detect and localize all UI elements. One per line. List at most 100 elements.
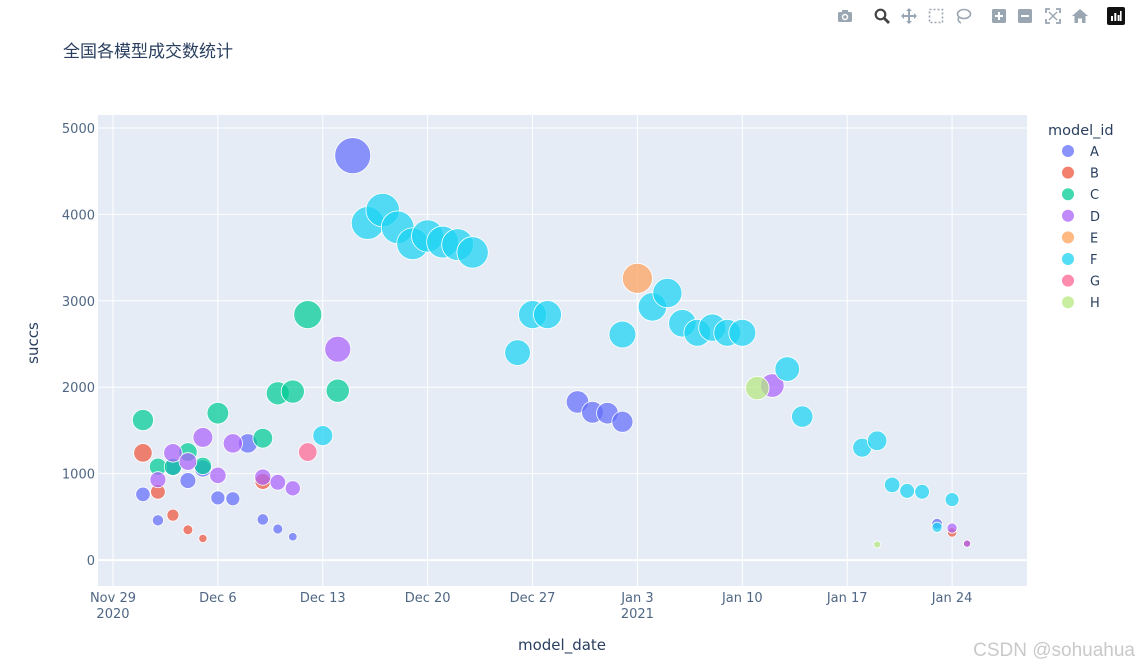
data-point-F[interactable] xyxy=(914,484,930,500)
legend-item-G[interactable]: G xyxy=(1062,274,1100,290)
legend-label: B xyxy=(1090,167,1099,182)
data-point-F[interactable] xyxy=(652,278,683,309)
legend-item-F[interactable]: F xyxy=(1062,253,1097,268)
data-point-B[interactable] xyxy=(133,443,153,463)
y-tick-label: 3000 xyxy=(62,295,95,310)
y-axis-title: succs xyxy=(24,322,42,364)
data-point-D[interactable] xyxy=(254,468,272,486)
series-H xyxy=(745,375,882,549)
data-point-C[interactable] xyxy=(280,379,305,404)
chart-title: 全国各模型成交数统计 xyxy=(63,42,233,62)
data-point-F[interactable] xyxy=(931,521,943,533)
data-point-C[interactable] xyxy=(325,378,350,403)
data-point-F[interactable] xyxy=(866,430,888,451)
data-point-B[interactable] xyxy=(166,508,180,522)
autoscale-icon xyxy=(1045,8,1061,24)
reset-axes-icon xyxy=(1072,9,1088,23)
data-point-D[interactable] xyxy=(163,443,183,463)
data-point-C[interactable] xyxy=(293,300,323,330)
data-point-F[interactable] xyxy=(728,318,757,347)
data-point-A[interactable] xyxy=(334,137,372,175)
data-point-A[interactable] xyxy=(179,472,197,489)
y-tick-label: 5000 xyxy=(62,122,95,137)
plot-area[interactable] xyxy=(98,115,1027,586)
x-tick-label: Jan 24 xyxy=(931,591,973,606)
legend-marker xyxy=(1062,209,1074,222)
data-point-A[interactable] xyxy=(256,513,269,526)
x-tick-label: Nov 29 xyxy=(90,591,136,606)
autoscale-button[interactable] xyxy=(1042,4,1064,28)
data-point-A[interactable] xyxy=(288,532,298,542)
series-F xyxy=(312,192,960,533)
data-point-F[interactable] xyxy=(944,492,960,507)
data-point-D[interactable] xyxy=(178,452,198,471)
data-point-F[interactable] xyxy=(608,320,637,349)
x-tick-label: Jan 3 xyxy=(620,591,653,606)
data-point-E[interactable] xyxy=(621,262,653,294)
data-point-A[interactable] xyxy=(151,514,164,527)
data-point-C[interactable] xyxy=(131,409,154,432)
data-point-B[interactable] xyxy=(198,533,208,544)
x-tick-year-label: 2021 xyxy=(621,607,654,622)
data-point-B[interactable] xyxy=(182,524,194,536)
x-tick-year-label: 2020 xyxy=(96,607,129,622)
box-select-button[interactable] xyxy=(925,4,947,28)
legend-label: C xyxy=(1090,188,1099,203)
data-point-D[interactable] xyxy=(284,480,301,497)
data-point-D[interactable] xyxy=(963,539,972,548)
plotly-logo-button[interactable] xyxy=(1105,4,1127,28)
data-point-C[interactable] xyxy=(252,427,274,449)
legend-item-B[interactable]: B xyxy=(1062,166,1099,182)
reset-axes-button[interactable] xyxy=(1069,4,1091,28)
data-point-A[interactable] xyxy=(611,410,634,433)
legend-title: model_id xyxy=(1048,123,1114,139)
data-point-F[interactable] xyxy=(504,339,531,366)
x-tick-label: Dec 13 xyxy=(300,591,346,606)
y-tick-label: 4000 xyxy=(62,208,95,223)
data-point-D[interactable] xyxy=(222,433,243,454)
legend-item-H[interactable]: H xyxy=(1062,296,1100,311)
legend-item-E[interactable]: E xyxy=(1062,231,1098,246)
data-point-A[interactable] xyxy=(272,523,284,535)
legend-item-D[interactable]: D xyxy=(1062,209,1100,225)
data-point-H[interactable] xyxy=(873,540,882,549)
data-point-F[interactable] xyxy=(312,425,334,447)
zoom-in-button[interactable] xyxy=(988,4,1010,28)
zoom-icon xyxy=(874,8,890,24)
data-point-F[interactable] xyxy=(883,476,901,494)
data-point-A[interactable] xyxy=(135,486,151,503)
legend-label: A xyxy=(1090,145,1099,160)
legend-marker xyxy=(1062,145,1074,157)
data-point-D[interactable] xyxy=(324,335,352,363)
data-point-F[interactable] xyxy=(899,483,915,499)
data-point-F[interactable] xyxy=(456,236,489,269)
data-point-D[interactable] xyxy=(269,474,287,491)
data-point-A[interactable] xyxy=(225,491,241,507)
x-tick-label: Dec 6 xyxy=(199,591,237,606)
legend-item-A[interactable]: A xyxy=(1062,145,1099,160)
data-point-D[interactable] xyxy=(946,522,958,534)
data-point-H[interactable] xyxy=(745,375,770,401)
legend-marker xyxy=(1062,166,1074,179)
zoom-out-button[interactable] xyxy=(1014,4,1036,28)
pan-button[interactable] xyxy=(898,4,920,28)
camera-button[interactable] xyxy=(834,4,856,28)
data-point-D[interactable] xyxy=(209,466,227,485)
data-point-F[interactable] xyxy=(774,356,801,382)
zoom-button[interactable] xyxy=(871,4,893,28)
data-point-A[interactable] xyxy=(210,490,226,506)
data-point-G[interactable] xyxy=(298,442,318,462)
legend-marker xyxy=(1062,188,1074,201)
legend-label: F xyxy=(1090,253,1097,268)
data-point-D[interactable] xyxy=(192,427,214,448)
lasso-select-button[interactable] xyxy=(952,4,974,28)
data-point-F[interactable] xyxy=(791,405,814,428)
legend-item-C[interactable]: C xyxy=(1062,188,1099,203)
data-point-D[interactable] xyxy=(149,471,167,489)
box-select-icon xyxy=(928,8,944,24)
data-point-C[interactable] xyxy=(206,401,230,425)
data-point-F[interactable] xyxy=(533,300,562,330)
y-tick-label: 0 xyxy=(87,554,95,569)
